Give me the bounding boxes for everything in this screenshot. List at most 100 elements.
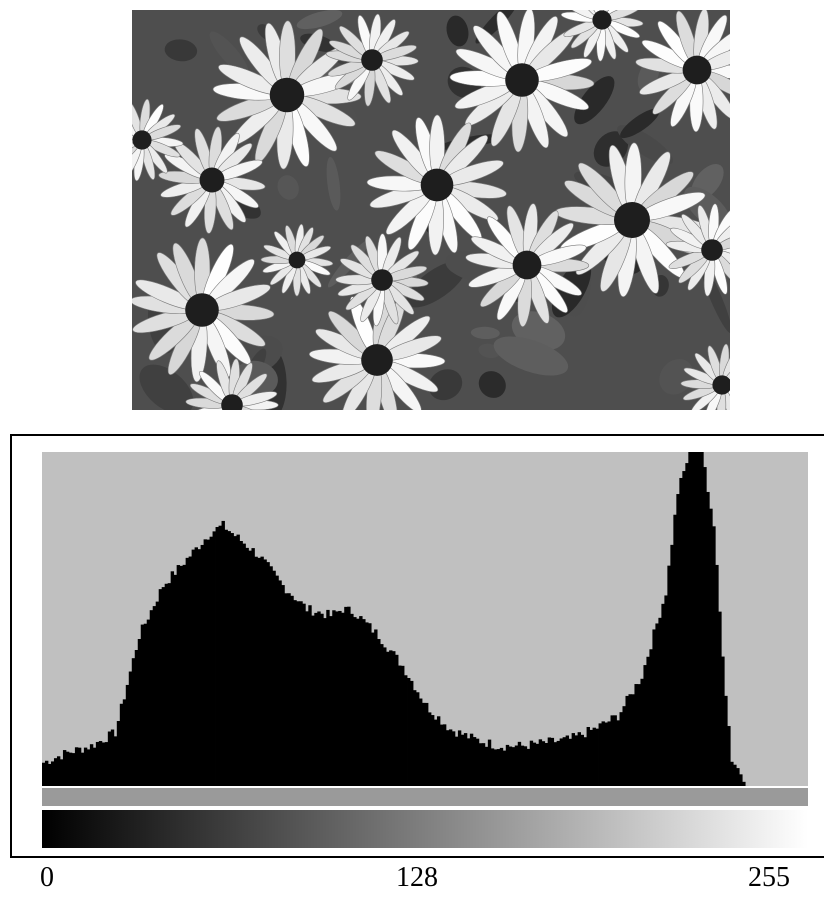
daisy-flower (132, 98, 184, 182)
histogram-bar (715, 564, 719, 786)
histogram-bar (649, 649, 653, 786)
histogram-bar (407, 677, 411, 786)
histogram-bar (670, 544, 674, 786)
histogram-bar (341, 612, 345, 786)
histogram-bar (538, 739, 543, 786)
histogram-bar (688, 452, 692, 786)
histogram-bar (182, 564, 187, 786)
histogram-bar (347, 606, 351, 786)
histogram-bar (83, 747, 88, 786)
histogram-bar (263, 559, 267, 786)
histogram-bar (284, 593, 288, 786)
histogram-bar (721, 656, 725, 786)
histogram-bar (206, 539, 210, 786)
daisy-flower (665, 203, 730, 297)
histogram-bar (413, 690, 417, 786)
daisy-flower (185, 358, 279, 410)
histogram-bar (314, 612, 318, 786)
histogram-bar (622, 706, 626, 786)
histogram-bar (475, 738, 480, 786)
histogram-bar (646, 656, 650, 786)
histogram-bar (508, 746, 513, 786)
histogram-bar (610, 715, 614, 786)
histogram-bar (203, 539, 207, 786)
histogram-bar (700, 452, 704, 786)
tick-label-255: 255 (748, 862, 790, 893)
histogram-bar (583, 737, 587, 786)
daisy-flower (260, 223, 334, 297)
histogram-bar (134, 650, 139, 786)
histogram-bar (272, 570, 276, 786)
histogram-bar (95, 741, 100, 786)
histogram-bar (143, 623, 148, 786)
histogram-bar (161, 587, 166, 786)
histogram-bar (523, 746, 528, 786)
histogram-bar (490, 748, 495, 786)
histogram-bar (146, 619, 151, 786)
histogram-bar (42, 762, 46, 786)
daisy-flower (560, 10, 644, 62)
histogram-bar (86, 749, 91, 786)
histogram-bar (362, 619, 366, 786)
histogram-bar (380, 644, 384, 786)
histogram-bar (68, 752, 73, 786)
histogram-bar (53, 758, 58, 786)
histogram-bar (694, 452, 698, 786)
histogram-bar (466, 738, 471, 786)
histogram-bar (125, 684, 130, 786)
histogram-bar (439, 724, 444, 786)
histogram-bar (335, 611, 339, 786)
histogram-bar (260, 556, 264, 786)
histogram-bar (158, 589, 163, 786)
intensity-gradient-bar (42, 810, 808, 848)
histogram-bar (625, 695, 629, 786)
histogram-bar (323, 618, 327, 786)
tick-label-128: 128 (396, 862, 438, 893)
histogram-bar (212, 531, 216, 786)
histogram-bar (685, 463, 689, 786)
histogram-bar (227, 531, 231, 786)
histogram-bar (155, 601, 160, 786)
histogram-bar (401, 665, 405, 786)
histogram-bar (128, 671, 133, 786)
histogram-bar (176, 565, 181, 786)
histogram-bar (616, 720, 620, 786)
histogram-bar (658, 617, 662, 786)
histogram-bar (167, 583, 172, 786)
histogram-bar (302, 603, 306, 786)
histogram-bar (472, 737, 477, 786)
histogram-bar (281, 585, 285, 786)
daisy-flower (325, 13, 419, 107)
histogram-bar (131, 658, 136, 786)
histogram-bar (419, 698, 423, 786)
histogram-bar (514, 745, 519, 786)
histogram-bar (254, 556, 258, 786)
histogram-bar (667, 565, 671, 786)
histogram-bar (236, 534, 240, 786)
histogram-bar (89, 744, 94, 786)
histogram-bar (640, 678, 644, 786)
histogram-bar (215, 527, 219, 786)
histogram-bar (320, 613, 324, 786)
histogram-bar (469, 733, 474, 786)
histogram-bar (619, 712, 623, 786)
histogram-bar (416, 692, 420, 786)
histogram-bar (553, 742, 558, 786)
histogram-bar (577, 732, 581, 786)
histogram-bar (110, 729, 115, 786)
histogram-bar (496, 749, 501, 786)
histogram-bar (445, 730, 450, 786)
histogram-bar (481, 743, 486, 786)
histogram-bar (233, 536, 237, 786)
histogram-bar (230, 533, 234, 786)
histogram-bar (643, 665, 647, 786)
histogram-bar (137, 639, 142, 786)
histogram-bar (652, 629, 656, 786)
histogram-bar (311, 615, 315, 786)
histogram-bar (398, 665, 402, 786)
histogram-bar (637, 684, 641, 786)
histogram-bar (733, 764, 737, 786)
daisy-flower (680, 343, 730, 410)
histogram-bar (350, 613, 354, 786)
histogram-bar (529, 740, 534, 786)
